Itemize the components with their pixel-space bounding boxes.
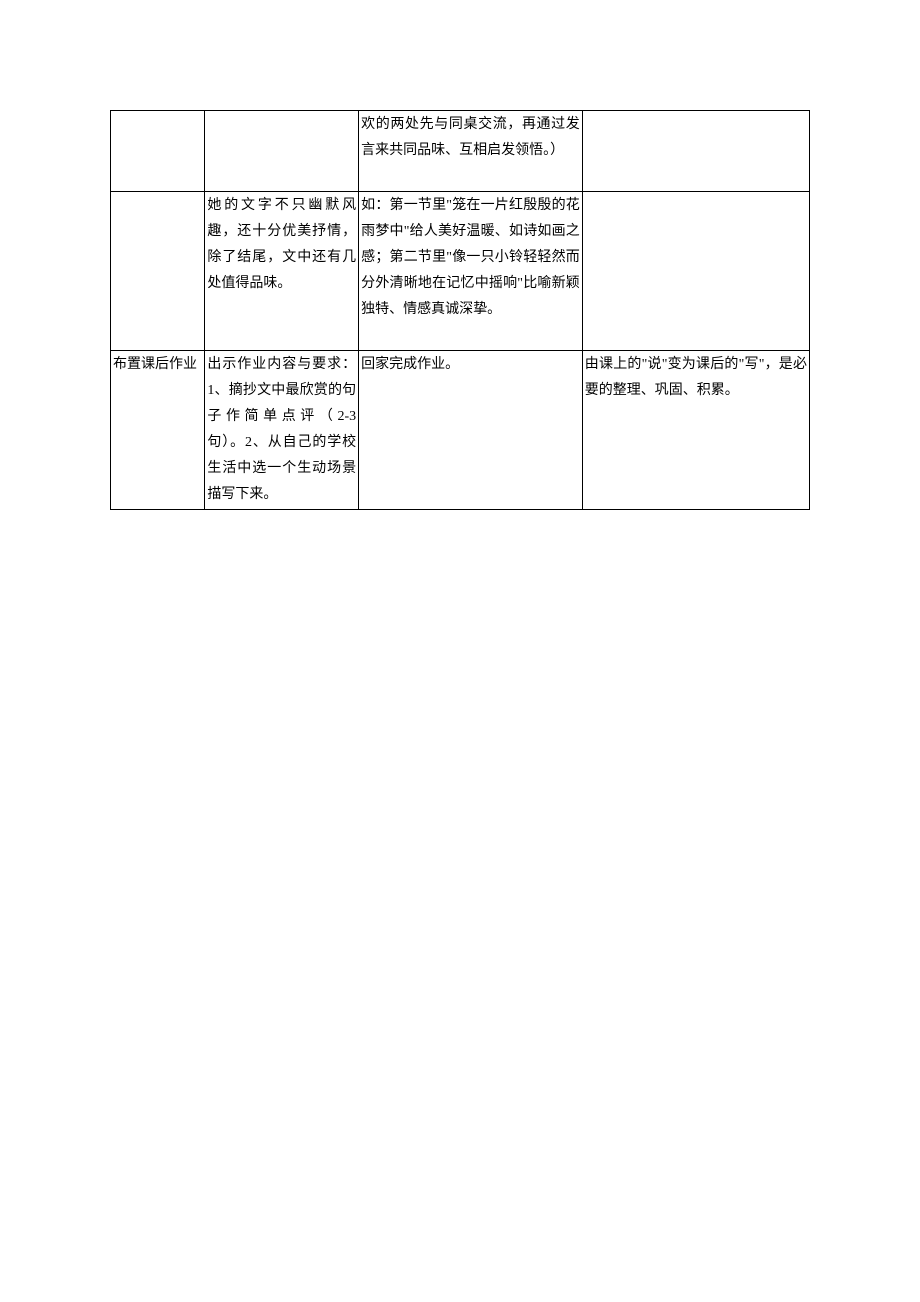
lesson-plan-table: 欢的两处先与同桌交流，再通过发言来共同品味、互相启发领悟。） 她的文字不只幽默风…: [110, 110, 810, 510]
cell-student: 欢的两处先与同桌交流，再通过发言来共同品味、互相启发领悟。）: [359, 111, 583, 192]
cell-teacher: 她的文字不只幽默风趣，还十分优美抒情，除了结尾，文中还有几处值得品味。: [205, 192, 359, 351]
cell-stage: [111, 111, 205, 192]
cell-student: 如：第一节里"笼在一片红殷殷的花雨梦中"给人美好温暖、如诗如画之感；第二节里"像…: [359, 192, 583, 351]
table-row: 布置课后作业 出示作业内容与要求：1、摘抄文中最欣赏的句子作简单点评（2-3句）…: [111, 351, 810, 510]
cell-stage: 布置课后作业: [111, 351, 205, 510]
cell-student: 回家完成作业。: [359, 351, 583, 510]
table-row: 她的文字不只幽默风趣，还十分优美抒情，除了结尾，文中还有几处值得品味。 如：第一…: [111, 192, 810, 351]
cell-stage: [111, 192, 205, 351]
cell-intent: [582, 192, 809, 351]
cell-teacher: 出示作业内容与要求：1、摘抄文中最欣赏的句子作简单点评（2-3句）。2、从自己的…: [205, 351, 359, 510]
cell-intent: [582, 111, 809, 192]
cell-teacher: [205, 111, 359, 192]
cell-intent: 由课上的"说"变为课后的"写"，是必要的整理、巩固、积累。: [582, 351, 809, 510]
table-row: 欢的两处先与同桌交流，再通过发言来共同品味、互相启发领悟。）: [111, 111, 810, 192]
